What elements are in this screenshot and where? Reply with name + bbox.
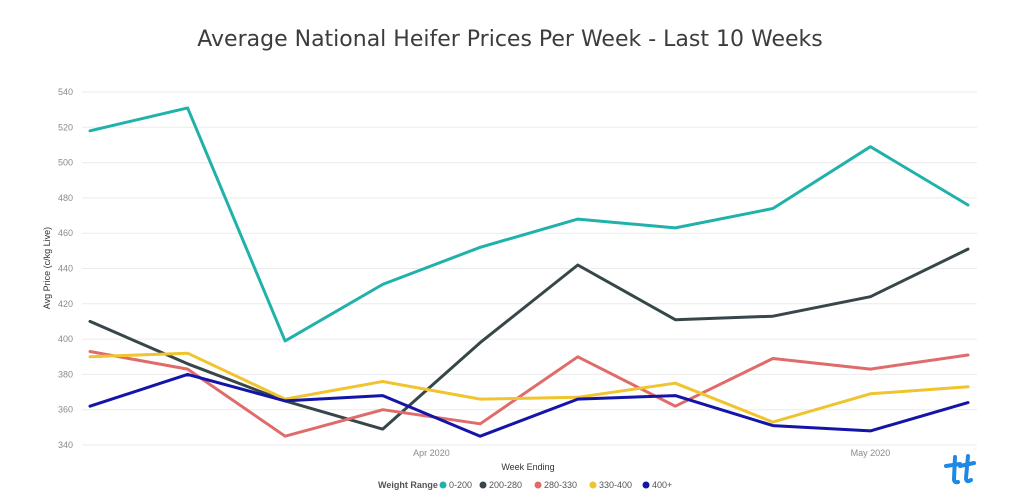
series-line-280-330 <box>88 350 970 438</box>
legend-entry: 0-200 <box>449 480 472 490</box>
x-tick-label: May 2020 <box>851 448 891 458</box>
legend-marker <box>589 481 597 489</box>
legend-entry: 200-280 <box>489 480 522 490</box>
y-tick-label: 500 <box>58 158 73 168</box>
legend-title: Weight Range <box>378 480 438 490</box>
legend-entry: 330-400 <box>599 480 632 490</box>
chart-title: Average National Heifer Prices Per Week … <box>197 27 822 52</box>
tt-logo-icon <box>944 454 976 485</box>
gridlines <box>82 91 977 446</box>
y-tick-label: 520 <box>58 122 73 132</box>
series-line-0-200 <box>88 106 970 343</box>
y-tick-label: 540 <box>58 87 73 97</box>
x-tick-label: Apr 2020 <box>413 448 450 458</box>
series-line-400+ <box>88 372 970 438</box>
y-axis-title: Avg Price (c/kg Live) <box>42 227 52 309</box>
y-tick-label: 440 <box>58 264 73 274</box>
y-tick-label: 460 <box>58 228 73 238</box>
y-tick-label: 340 <box>58 440 73 450</box>
legend-entry: 280-330 <box>544 480 577 490</box>
y-tick-label: 360 <box>58 405 73 415</box>
legend-marker <box>534 481 542 489</box>
series-line-330-400 <box>88 351 970 424</box>
legend-marker <box>439 481 447 489</box>
legend-entry: 400+ <box>652 480 672 490</box>
series-lines <box>88 106 970 438</box>
series-line-200-280 <box>88 247 970 431</box>
y-tick-label: 380 <box>58 369 73 379</box>
x-axis-ticks: Apr 2020 May 2020 <box>413 448 890 458</box>
legend-marker <box>642 481 650 489</box>
legend-marker <box>479 481 487 489</box>
y-tick-label: 400 <box>58 334 73 344</box>
legend: Weight Range 0-200 200-280 280-330 330-400 4… <box>378 480 672 490</box>
y-tick-label: 420 <box>58 299 73 309</box>
y-tick-label: 480 <box>58 193 73 203</box>
y-axis-ticks: 340 360 380 400 420 440 460 480 500 520 540 <box>58 87 73 450</box>
x-axis-title: Week Ending <box>501 462 554 472</box>
